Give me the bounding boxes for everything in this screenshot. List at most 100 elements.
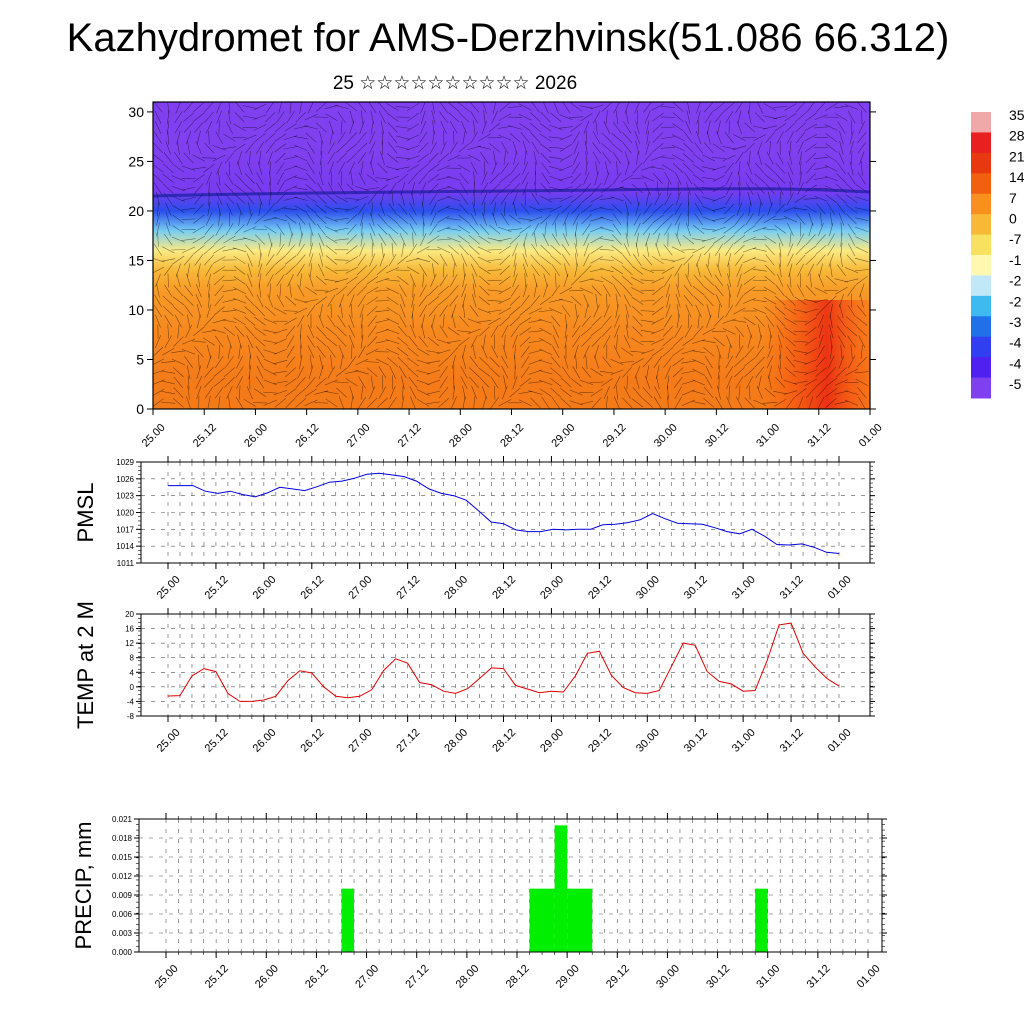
wind-barb [388,203,397,215]
wind-barb [735,376,744,389]
wind-barb [458,102,470,112]
wind-barb [196,263,201,278]
wind-barb [294,307,308,315]
wind-barb [205,263,213,277]
wind-barb [348,325,356,338]
wind-barb [825,153,838,163]
wind-barb [858,396,866,409]
wind-barb [825,103,838,111]
wind-barb [358,376,366,389]
wind-barb [727,283,732,298]
wind-barb [306,213,316,225]
wind-barb [561,366,571,379]
wind-barb [293,187,308,191]
wind-barb [224,152,234,164]
wind-barb [717,385,721,400]
wind-barb [783,206,797,212]
wind-barb [450,253,457,267]
wind-barb [734,244,745,255]
wind-barb [437,246,451,253]
wind-barb [501,365,509,379]
wind-barb [478,235,491,244]
wind-barb [336,387,347,398]
wind-barb [316,346,326,358]
wind-barb [540,264,551,276]
wind-barb [631,265,644,275]
colorbar-label: -4 [1009,335,1022,351]
x-tick-label: 25.12 [203,963,231,991]
wind-barb [286,111,295,124]
wind-barb [856,316,868,326]
wind-barb [827,243,836,256]
wind-barb [684,131,693,144]
wind-barb [673,376,683,389]
wind-barb [204,254,214,266]
wind-barb [794,194,807,203]
wind-barb [294,298,308,304]
wind-barb [856,356,867,368]
wind-barb [346,143,358,153]
wind-barb [583,345,590,359]
wind-barb [245,142,255,154]
wind-barb [589,278,604,283]
wind-barb [400,191,405,206]
wind-barb [273,329,288,334]
wind-barb [785,295,796,306]
wind-barb [257,161,263,175]
wind-barb [765,254,775,266]
wind-barb [692,153,705,163]
wind-barb [539,133,552,142]
wind-barb [412,283,414,298]
wind-barb [370,375,374,390]
wind-barb [213,367,225,377]
wind-barb [153,243,163,256]
wind-barb [387,224,399,235]
wind-barb [316,326,327,337]
wind-barb [684,325,693,338]
x-tick-label: 25.12 [203,574,231,602]
wind-barb [714,111,724,123]
wind-field [153,102,870,409]
wind-barb [432,263,435,278]
x-tick-label: 26.12 [299,574,327,602]
wind-barb [238,212,241,227]
wind-barb [430,202,437,216]
wind-barb [358,345,366,358]
wind-barb [388,253,397,267]
wind-barb [173,336,184,347]
wind-barb [786,192,794,206]
wind-barb [193,214,205,224]
wind-barb [386,317,400,325]
wind-barb [447,327,460,336]
wind-barb [181,218,196,220]
wind-barb [293,196,308,201]
wind-barb [634,222,641,236]
wind-barb [838,355,845,369]
wind-barb [775,315,786,327]
wind-barb [777,233,784,247]
x-tick-label: 27.00 [353,963,381,991]
wind-barb [589,206,604,212]
precip-bar [755,888,768,952]
y-tick-label: 0 [130,683,135,692]
wind-barb [528,319,543,323]
wind-barb [195,141,202,155]
wind-barb [592,110,601,124]
wind-barb [671,246,685,254]
wind-barb [395,145,410,150]
wind-barb [299,355,303,369]
wind-barb [509,214,521,224]
wind-barb [590,245,603,254]
wind-barb [834,105,849,109]
wind-barb [206,304,212,318]
wind-barb [786,284,794,297]
wind-barb [845,204,858,214]
wind-barb [381,242,384,257]
wind-barb [507,106,523,108]
colorbar-swatch [971,275,991,297]
wind-barb [222,298,237,303]
wind-barb [498,399,512,407]
wind-barb [815,377,827,388]
wind-barb [324,379,339,386]
